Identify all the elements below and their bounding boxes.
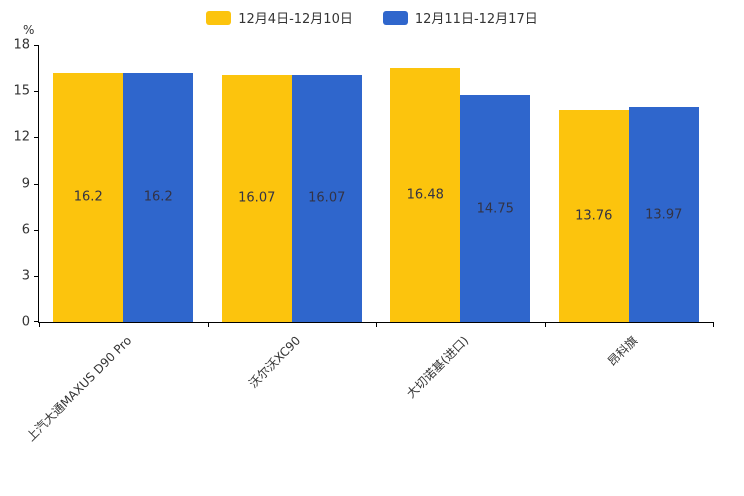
bar-value-label: 13.97	[645, 207, 683, 223]
bar-groups: 16.2 16.2 16.07 16.07 16.48 14.75 13.76 13.97	[39, 45, 713, 322]
bar-group: 16.2 16.2	[53, 72, 194, 322]
legend: 12月4日-12月10日 12月11日-12月17日	[0, 8, 744, 27]
y-axis-tick-label: 3	[21, 268, 30, 284]
y-axis-tick-mark	[34, 321, 39, 322]
x-axis-tick-label: 大切诺基(进口)	[404, 333, 472, 401]
bar-series-1: 16.2	[123, 72, 194, 322]
bar-series-1: 14.75	[460, 95, 531, 322]
legend-swatch	[206, 10, 232, 25]
bar-value-label: 13.76	[575, 208, 613, 224]
x-axis-tick-label: 上汽大通MAXUS D90 Pro	[23, 333, 135, 444]
y-axis-unit-label: %	[23, 23, 35, 37]
plot-area: % 16.2 16.2 16.07 16.07 16.48 14.75 13.76 13.97…	[13, 23, 714, 444]
bar-value-label: 16.48	[406, 187, 444, 203]
y-axis-tick-label: 6	[21, 222, 30, 238]
bar-group: 13.76 13.97	[558, 107, 699, 322]
bar-series-1: 16.07	[291, 74, 362, 322]
legend-item[interactable]: 12月11日-12月17日	[382, 8, 538, 27]
y-axis-tick-label: 9	[21, 176, 30, 191]
x-axis-tick-mark	[207, 322, 209, 327]
x-axis-tick-mark	[376, 322, 377, 327]
y-axis-tick-mark	[34, 137, 39, 139]
legend-label: 12月11日-12月17日	[414, 12, 538, 27]
y-axis-tick-mark	[34, 275, 39, 277]
x-axis-tick-label: 沃尔沃XC90	[245, 333, 304, 391]
bar-series-1: 13.97	[628, 107, 699, 322]
bar-value-label: 16.07	[308, 190, 346, 206]
bar-value-label: 16.07	[238, 190, 276, 206]
y-axis-tick-mark	[34, 45, 39, 46]
bar-series-0: 16.07	[221, 74, 292, 322]
y-axis-tick-mark	[34, 183, 39, 185]
bar-group: 16.07 16.07	[221, 74, 362, 322]
y-axis-tick-label: 12	[13, 129, 30, 145]
y-axis-tick-mark	[34, 91, 39, 93]
x-axis-tick-mark	[544, 322, 546, 327]
bar-value-label: 14.75	[476, 201, 514, 217]
y-axis-tick-label: 15	[13, 83, 30, 99]
x-axis-tick-label: 昂科旗	[604, 333, 641, 369]
legend-label: 12月4日-12月10日	[238, 12, 353, 27]
bar-value-label: 16.2	[143, 189, 173, 205]
y-axis-tick-label: 18	[13, 37, 30, 53]
x-axis-tick-mark	[39, 322, 40, 327]
legend-item[interactable]: 12月4日-12月10日	[206, 8, 353, 27]
bar-series-0: 13.76	[558, 110, 629, 322]
x-axis-labels: 上汽大通MAXUS D90 Pro 沃尔沃XC90 大切诺基(进口) 昂科旗	[24, 322, 713, 492]
bar-group: 16.48 14.75	[390, 68, 531, 322]
y-axis-tick-mark	[34, 229, 39, 231]
bar-series-0: 16.48	[390, 68, 461, 322]
bar-value-label: 16.2	[73, 189, 103, 205]
x-axis-tick-mark	[713, 322, 714, 327]
bar-series-0: 16.2	[53, 72, 124, 322]
y-axis-tick-label: 0	[21, 314, 30, 330]
legend-swatch	[382, 10, 408, 25]
